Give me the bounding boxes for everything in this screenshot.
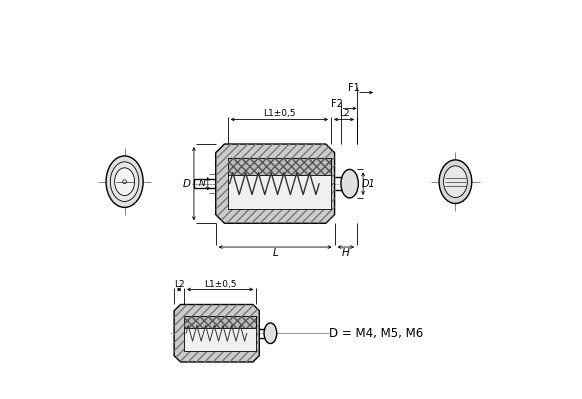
Text: H: H (342, 249, 350, 259)
Polygon shape (216, 144, 335, 223)
Polygon shape (174, 304, 260, 362)
Bar (184, 316, 256, 351)
Bar (228, 158, 331, 174)
Text: L2: L2 (339, 109, 349, 119)
Ellipse shape (341, 170, 359, 198)
Bar (228, 158, 331, 209)
Text: F1: F1 (348, 83, 360, 93)
Ellipse shape (439, 160, 472, 203)
Text: L1±0,5: L1±0,5 (204, 280, 236, 289)
Text: L2: L2 (174, 280, 184, 289)
Ellipse shape (111, 162, 139, 201)
Circle shape (123, 180, 126, 184)
Text: D = M4, M5, M6: D = M4, M5, M6 (329, 327, 423, 340)
Ellipse shape (106, 156, 143, 207)
Text: L1±0,5: L1±0,5 (263, 109, 296, 119)
Text: D1: D1 (362, 179, 375, 189)
Text: F2: F2 (331, 99, 342, 109)
Text: N: N (199, 179, 205, 188)
Ellipse shape (443, 166, 467, 198)
Text: D: D (183, 179, 191, 189)
Bar (228, 158, 331, 174)
Ellipse shape (115, 168, 134, 196)
Bar (184, 316, 256, 328)
Bar (184, 316, 256, 328)
Text: L: L (272, 249, 278, 259)
Ellipse shape (264, 323, 276, 344)
